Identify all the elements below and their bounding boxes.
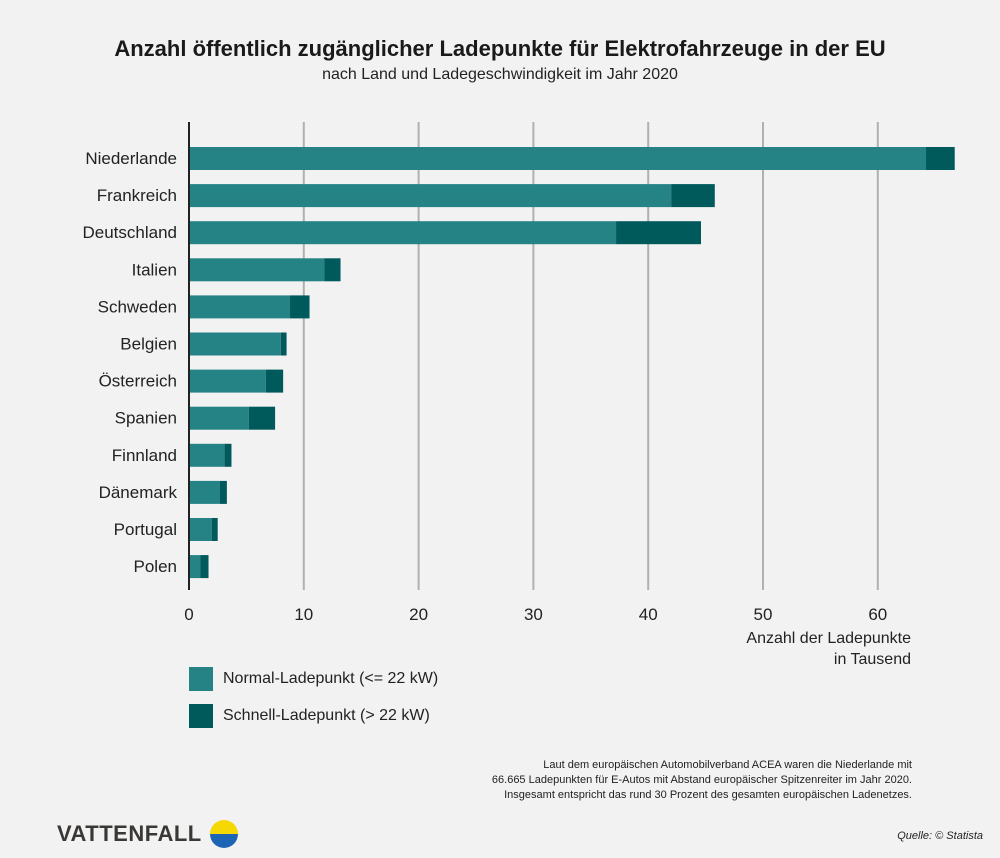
bar-normal xyxy=(189,295,291,319)
bar-fast xyxy=(248,406,276,430)
bar-fast xyxy=(224,443,232,467)
x-tick-label: 30 xyxy=(524,605,543,624)
x-axis-title-line: Anzahl der Ladepunkte xyxy=(746,630,911,647)
x-tick-label: 10 xyxy=(294,605,313,624)
x-tick-label: 0 xyxy=(184,605,193,624)
chart-subtitle: nach Land und Ladegeschwindigkeit im Jah… xyxy=(322,66,678,83)
y-category-label: Schweden xyxy=(98,297,177,316)
logo-sun-icon xyxy=(209,820,238,848)
source: Quelle: © Statista xyxy=(897,830,983,842)
footnote-line: 66.665 Ladepunkten für E-Autos mit Absta… xyxy=(491,774,912,786)
legend-swatch xyxy=(189,667,213,691)
bar-fast xyxy=(200,555,209,579)
legend-item-normal: Normal-Ladepunkt (<= 22 kW) xyxy=(189,667,438,691)
vattenfall-logo: VATTENFALL xyxy=(57,820,238,848)
y-category-label: Italien xyxy=(132,260,177,279)
bar-fast xyxy=(671,184,715,208)
footnote: Laut dem europäischen Automobilverband A… xyxy=(412,758,912,803)
y-category-label: Spanien xyxy=(115,409,177,428)
footnote-line: Laut dem europäischen Automobilverband A… xyxy=(543,759,912,771)
x-tick-label: 20 xyxy=(409,605,428,624)
y-category-label: Dänemark xyxy=(99,483,178,502)
y-category-label: Österreich xyxy=(99,372,177,391)
x-axis-title: Anzahl der Ladepunkte in Tausend xyxy=(680,628,911,670)
bar-fast xyxy=(290,295,310,319)
bar-normal xyxy=(189,443,225,467)
legend-label: Normal-Ladepunkt (<= 22 kW) xyxy=(223,670,439,687)
y-category-label: Deutschland xyxy=(82,223,177,242)
bar-normal xyxy=(189,147,927,170)
bar-normal xyxy=(189,406,249,430)
bar-normal xyxy=(189,480,220,504)
y-category-label: Polen xyxy=(134,557,177,576)
bar-normal xyxy=(189,555,201,579)
bar-fast xyxy=(324,258,341,282)
bar-fast xyxy=(219,480,227,504)
x-tick-label: 60 xyxy=(868,605,887,624)
legend-swatch xyxy=(189,704,213,728)
bar-normal xyxy=(189,332,281,356)
bar-normal xyxy=(189,518,212,541)
legend-item-fast: Schnell-Ladepunkt (> 22 kW) xyxy=(189,704,430,728)
bar-normal xyxy=(189,258,325,282)
logo-text: VATTENFALL xyxy=(57,821,202,846)
bar-fast xyxy=(265,369,284,393)
y-category-label: Frankreich xyxy=(97,186,177,205)
bar-fast xyxy=(280,332,287,356)
x-tick-label: 50 xyxy=(754,605,773,624)
bar-normal xyxy=(189,184,672,208)
bar-fast xyxy=(926,147,955,170)
chart-title: Anzahl öffentlich zugänglicher Ladepunkt… xyxy=(114,36,886,61)
y-category-label: Finnland xyxy=(112,446,177,465)
legend-label: Schnell-Ladepunkt (> 22 kW) xyxy=(223,707,430,724)
y-category-label: Portugal xyxy=(114,520,177,539)
x-tick-label: 40 xyxy=(639,605,658,624)
bar-fast xyxy=(211,518,218,541)
x-axis-title-line: in Tausend xyxy=(833,651,911,668)
y-category-label: Belgien xyxy=(120,335,177,354)
footnote-line: Insgesamt entspricht das rund 30 Prozent… xyxy=(504,789,912,801)
y-category-label: Niederlande xyxy=(85,149,177,168)
bar-normal xyxy=(189,221,617,245)
bar-normal xyxy=(189,369,266,393)
bar-fast xyxy=(616,221,702,245)
